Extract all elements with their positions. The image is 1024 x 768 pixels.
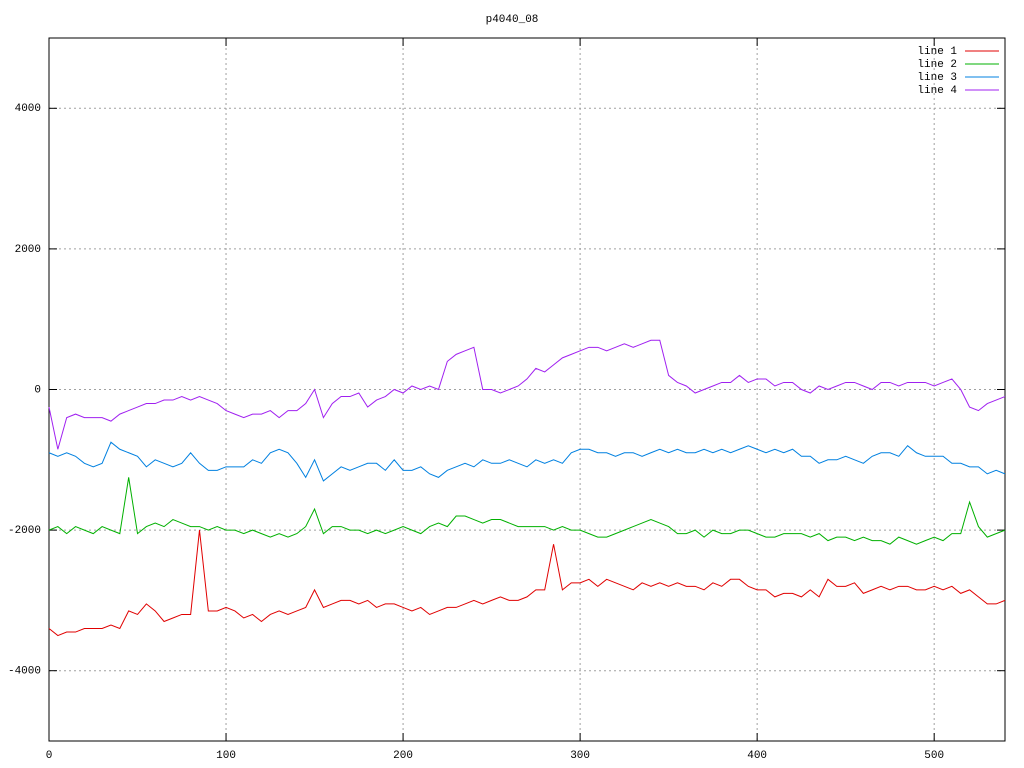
data-line	[48, 339, 1006, 450]
x-tick-label: 500	[924, 750, 944, 762]
data-line	[48, 441, 1006, 482]
x-tick-label: 300	[570, 750, 590, 762]
plot-border	[48, 37, 1006, 742]
x-tick-label: 0	[46, 750, 53, 762]
y-tick-label: 0	[34, 384, 41, 396]
y-tick-label: 2000	[15, 244, 41, 256]
y-tick-label: -4000	[8, 666, 41, 678]
chart-title: p4040_08	[486, 14, 539, 26]
legend-label: line 2	[917, 59, 957, 71]
data-line	[48, 530, 1006, 637]
x-tick-label: 100	[216, 750, 236, 762]
legend-label: line 3	[917, 72, 957, 84]
x-tick-label: 200	[393, 750, 413, 762]
y-tick-label: -2000	[8, 525, 41, 537]
y-tick-label: 4000	[15, 103, 41, 115]
legend-label: line 4	[917, 85, 957, 97]
legend-label: line 1	[917, 46, 957, 58]
data-line	[48, 477, 1006, 545]
x-tick-label: 400	[747, 750, 767, 762]
